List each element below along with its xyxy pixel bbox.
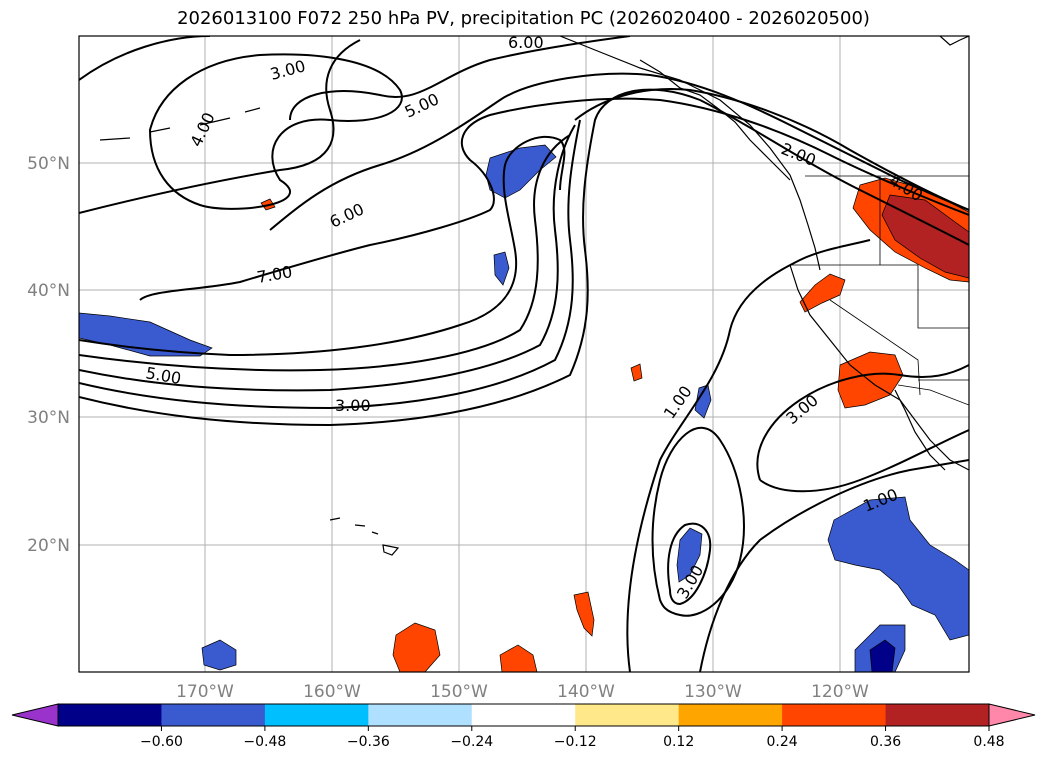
contour-label: 4.00 — [186, 109, 218, 149]
contour-line — [667, 522, 712, 606]
precip-shading — [79, 144, 969, 672]
colorbar-segment — [782, 704, 887, 726]
contour-label: 3.00 — [782, 391, 822, 428]
colorbar-tick-label: 0.36 — [870, 734, 901, 750]
precip-positive-area — [799, 273, 846, 313]
map-frame — [78, 35, 970, 673]
lon-label: 130°W — [684, 682, 742, 702]
precip-positive-area — [392, 622, 441, 672]
colorbar-tick-label: 0.48 — [973, 734, 1004, 750]
colorbar-tick-label: −0.24 — [450, 734, 493, 750]
contour-line — [79, 135, 566, 357]
precip-negative-area — [676, 527, 703, 583]
contour-label: 1.00 — [660, 382, 696, 422]
precip-negative-area — [493, 251, 510, 286]
contour-label: 5.00 — [402, 89, 442, 121]
lon-label: 170°W — [176, 682, 234, 702]
lat-labels: 50°N 40°N 30°N 20°N — [27, 154, 70, 556]
colorbar-extend-right — [988, 703, 1036, 727]
colorbar-segment — [885, 704, 990, 726]
contour-line — [79, 39, 361, 214]
contour-label: 3.00 — [335, 396, 371, 415]
contour-line — [79, 124, 576, 392]
lon-label: 120°W — [811, 682, 869, 702]
precip-positive-area — [573, 591, 595, 637]
contour-label: 5.00 — [144, 363, 182, 388]
colorbar-segment — [575, 704, 680, 726]
contour-line — [79, 134, 571, 372]
contour-label: 7.00 — [255, 262, 293, 287]
contour-line — [79, 119, 581, 410]
plot-title: 2026013100 F072 250 hPa PV, precipitatio… — [177, 8, 870, 29]
contour-labels: 6.00 3.00 5.00 4.00 6.00 7.00 5.00 3.00 … — [144, 33, 926, 602]
colorbar-frame — [57, 703, 990, 727]
precip-positive-area — [499, 644, 538, 672]
contour-line — [289, 36, 631, 121]
colorbar-tick-label: −0.60 — [140, 734, 183, 750]
colorbar-tick-label: 0.12 — [663, 734, 694, 750]
lat-label: 50°N — [27, 154, 70, 174]
coastline-hawaii — [329, 517, 400, 556]
contour-line — [79, 36, 211, 81]
border-states — [790, 176, 969, 396]
lon-labels: 170°W 160°W 150°W 140°W 130°W 120°W — [176, 682, 869, 702]
colorbar-segment — [471, 704, 576, 726]
colorbar-segment — [678, 704, 783, 726]
pv-contours — [79, 36, 969, 672]
contour-line — [148, 53, 403, 210]
precip-negative-area — [485, 144, 557, 199]
contour-line — [756, 364, 969, 493]
contour-line — [574, 88, 969, 211]
contour-label: 6.00 — [327, 199, 367, 231]
lon-label: 150°W — [430, 682, 488, 702]
precip-positive-area — [630, 363, 643, 382]
precip-positive-area — [837, 351, 904, 409]
coastline-west-coast — [789, 264, 969, 471]
contour-line — [139, 97, 969, 301]
colorbar-segment — [368, 704, 473, 726]
precip-negative-strong — [869, 639, 896, 672]
contour-label: 6.00 — [508, 33, 544, 52]
colorbar-extend-left — [11, 703, 59, 727]
colorbar-segment — [161, 704, 266, 726]
colorbar-tick-label: −0.36 — [347, 734, 390, 750]
coastline-alaska — [559, 36, 821, 271]
contour-line — [626, 239, 871, 672]
lon-label: 140°W — [557, 682, 615, 702]
contour-label: 2.00 — [779, 139, 819, 170]
lon-label: 160°W — [303, 682, 361, 702]
lat-label: 30°N — [27, 408, 70, 428]
contour-line — [79, 88, 969, 427]
lat-label: 20°N — [27, 536, 70, 556]
precip-negative-area — [201, 639, 237, 671]
colorbar: −0.60 −0.48 −0.36 −0.24 −0.12 0.12 0.24 0.36 0.4… — [11, 703, 1036, 750]
border-us-mexico — [897, 384, 969, 406]
coastline-arctic — [939, 36, 969, 46]
contour-line — [699, 459, 969, 672]
colorbar-tick-label: −0.48 — [243, 734, 286, 750]
contour-line — [269, 72, 969, 231]
precip-positive-strong — [881, 194, 969, 279]
contour-label: 3.00 — [268, 56, 307, 84]
contour-line — [651, 426, 745, 617]
colorbar-segment — [264, 704, 369, 726]
lat-label: 40°N — [27, 281, 70, 301]
colorbar-tick-label: 0.24 — [767, 734, 798, 750]
colorbar-segment — [58, 704, 162, 726]
coastline-aleutians — [99, 107, 261, 141]
precip-negative-area — [827, 496, 969, 641]
coastline-baja — [894, 389, 946, 471]
colorbar-tick-label: −0.12 — [554, 734, 597, 750]
